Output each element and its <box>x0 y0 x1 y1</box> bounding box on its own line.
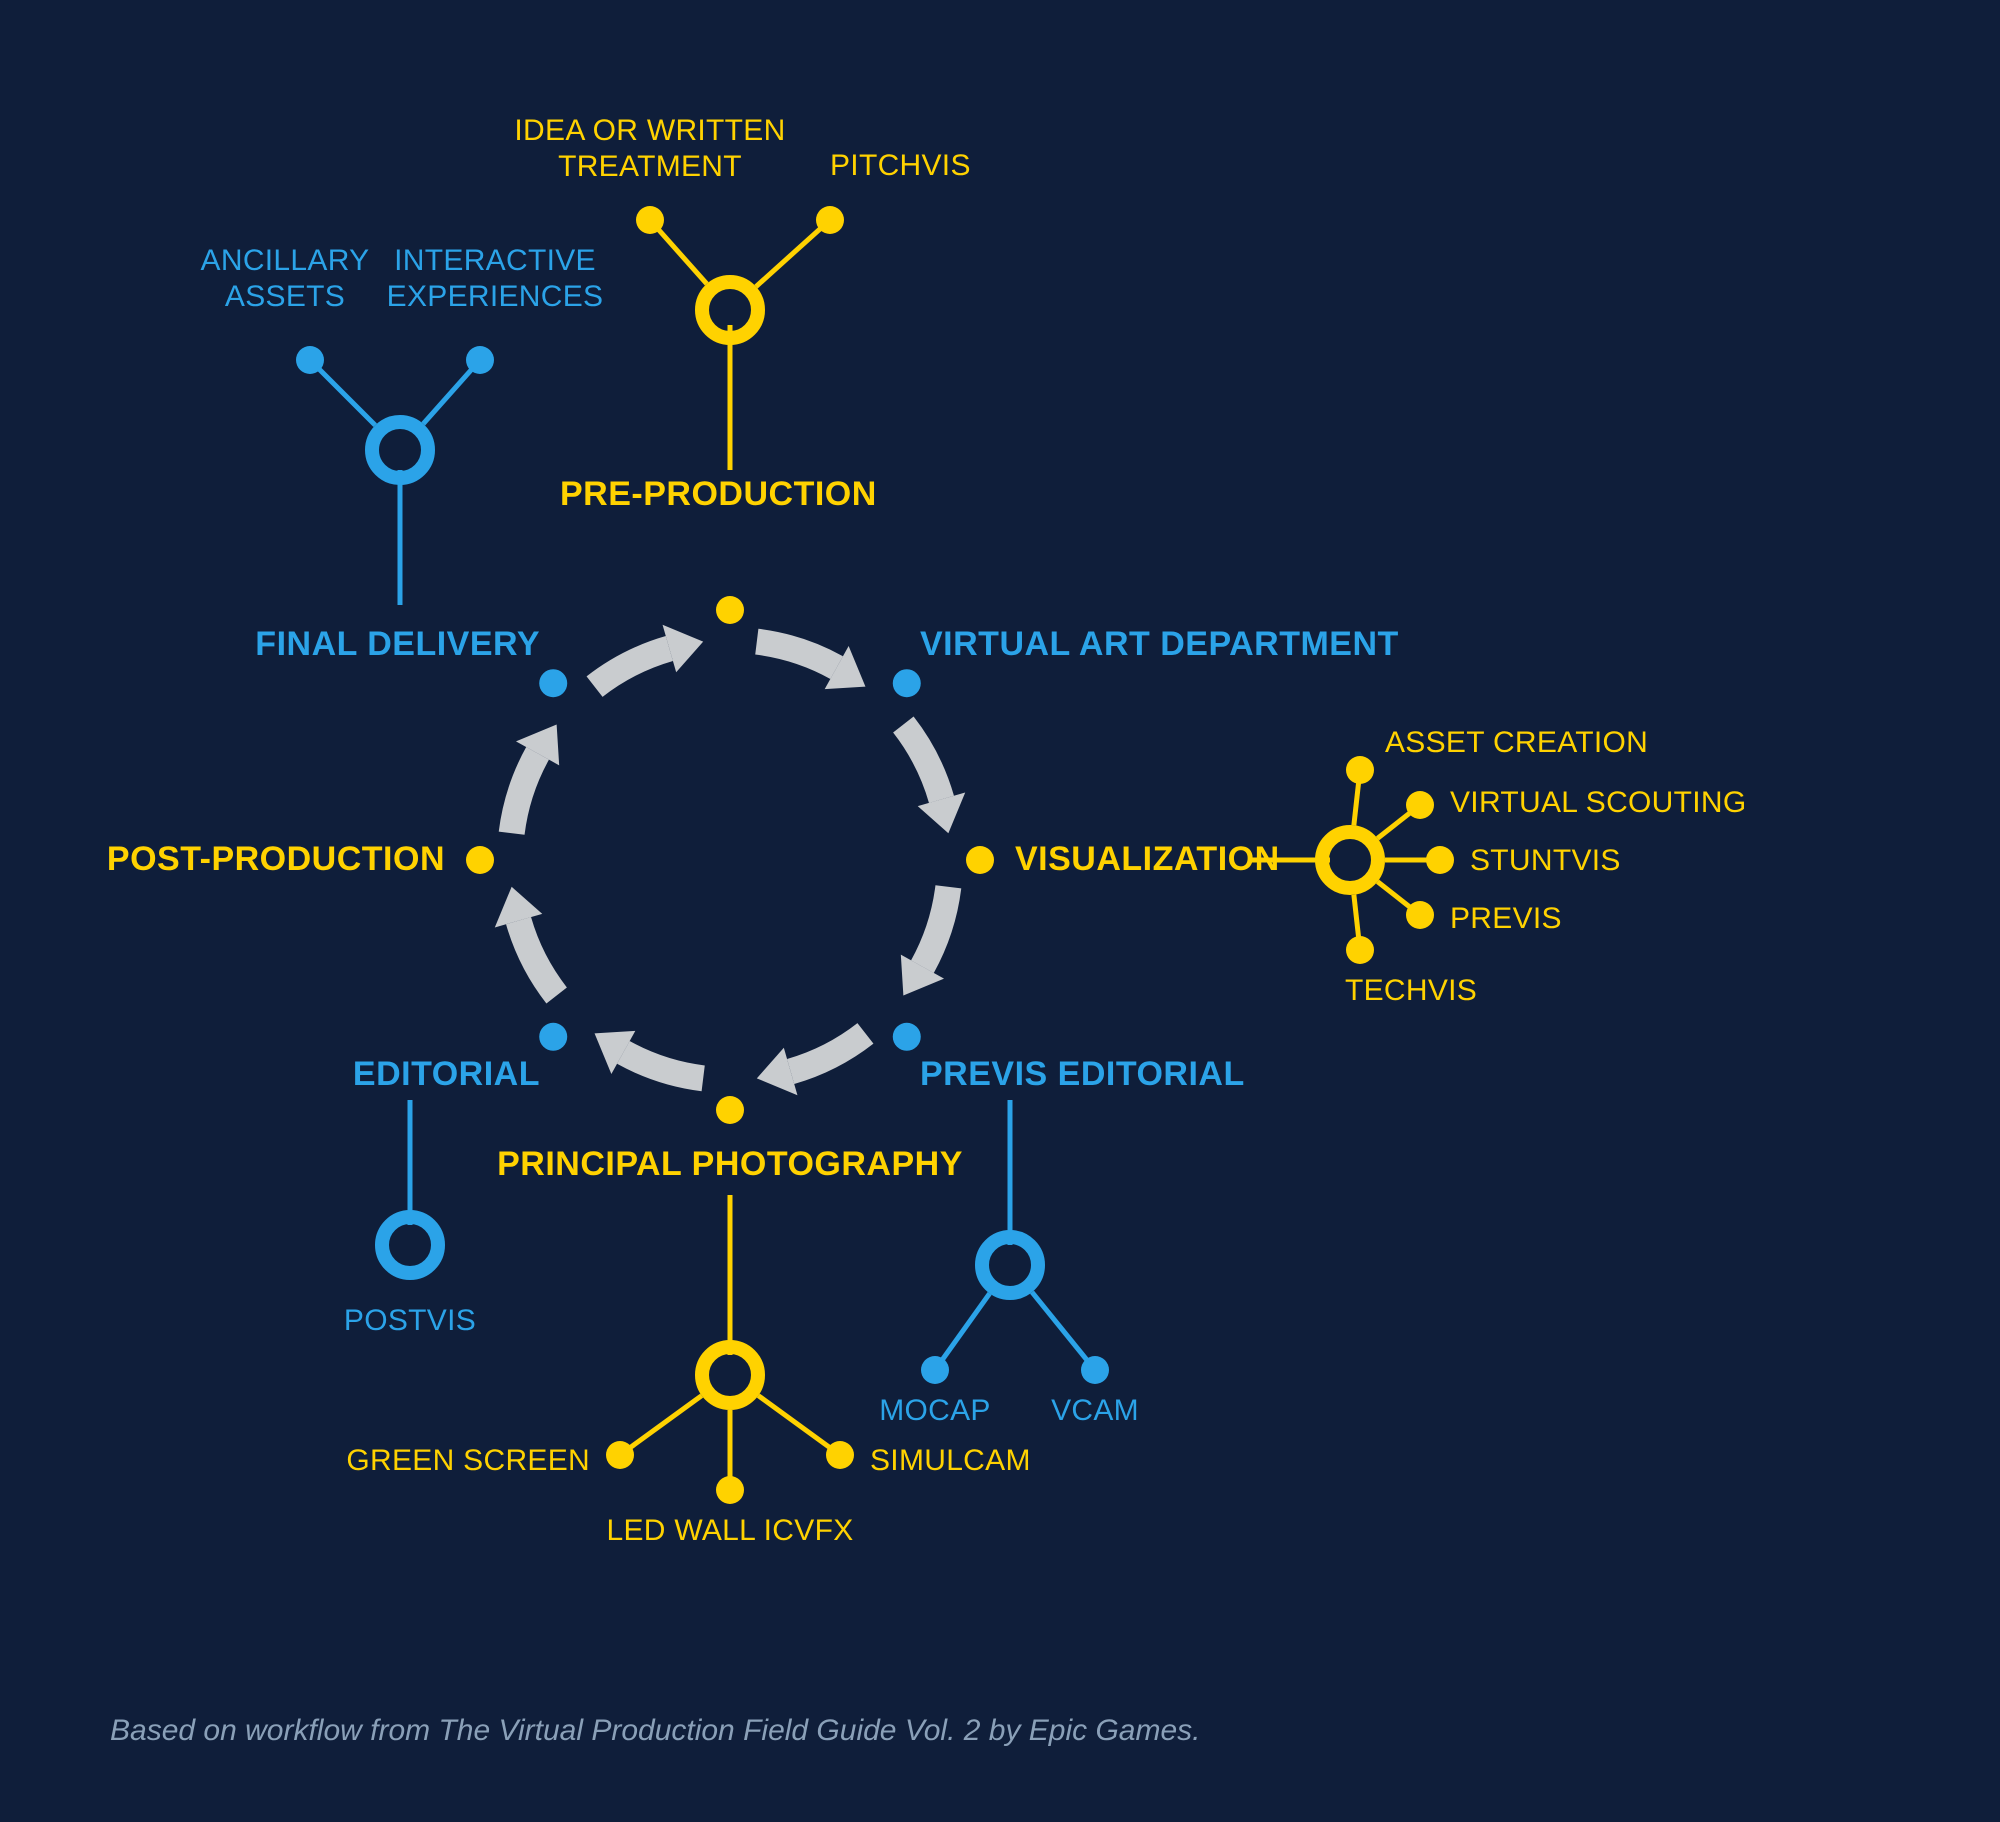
child-dot-visualization-3 <box>1406 901 1434 929</box>
child-dot-visualization-2 <box>1426 846 1454 874</box>
stage-label-post-production: POST-PRODUCTION <box>107 840 445 878</box>
child-dot-visualization-4 <box>1346 936 1374 964</box>
child-label-editorial-0: POSTVIS <box>344 1304 476 1337</box>
child-label-principal-photography-1: LED WALL ICVFX <box>606 1514 853 1547</box>
child-label-principal-photography-0: GREEN SCREEN <box>346 1444 590 1477</box>
stage-label-virtual-art-department: VIRTUAL ART DEPARTMENT <box>920 625 1399 663</box>
child-label-pre-production-1: PITCHVIS <box>830 149 971 182</box>
child-label-visualization-4: TECHVIS <box>1345 974 1477 1007</box>
stage-label-final-delivery: FINAL DELIVERY <box>255 625 540 663</box>
child-dot-principal-photography-1 <box>716 1476 744 1504</box>
child-label-visualization-3: PREVIS <box>1450 902 1562 935</box>
stage-label-pre-production: PRE-PRODUCTION <box>560 475 877 513</box>
stage-dot-visualization <box>966 846 994 874</box>
child-label-visualization-2: STUNTVIS <box>1470 844 1621 877</box>
workflow-diagram: PRE-PRODUCTION VIRTUAL ART DEPARTMENT VISU… <box>0 0 2000 1822</box>
stage-dot-editorial <box>539 1023 567 1051</box>
child-dot-pre-production-0 <box>636 206 664 234</box>
stage-dot-post-production <box>466 846 494 874</box>
child-dot-principal-photography-0 <box>606 1441 634 1469</box>
child-dot-visualization-1 <box>1406 791 1434 819</box>
child-label-previs-editorial-0: MOCAP <box>879 1394 991 1427</box>
stage-label-principal-photography: PRINCIPAL PHOTOGRAPHY <box>497 1145 963 1183</box>
child-dot-principal-photography-2 <box>826 1441 854 1469</box>
caption: Based on workflow from The Virtual Produ… <box>110 1714 1201 1747</box>
child-dot-final-delivery-0 <box>296 346 324 374</box>
stage-dot-final-delivery <box>539 669 567 697</box>
child-dot-final-delivery-1 <box>466 346 494 374</box>
stage-dot-pre-production <box>716 596 744 624</box>
child-label-visualization-0: ASSET CREATION <box>1385 726 1648 759</box>
child-dot-previs-editorial-1 <box>1081 1356 1109 1384</box>
child-label-principal-photography-2: SIMULCAM <box>870 1444 1031 1477</box>
stage-dot-previs-editorial <box>893 1023 921 1051</box>
child-dot-previs-editorial-0 <box>921 1356 949 1384</box>
stage-dot-principal-photography <box>716 1096 744 1124</box>
stage-dot-virtual-art-department <box>893 669 921 697</box>
child-label-visualization-1: VIRTUAL SCOUTING <box>1450 786 1747 819</box>
stage-label-editorial: EDITORIAL <box>353 1055 540 1093</box>
stage-label-previs-editorial: PREVIS EDITORIAL <box>920 1055 1245 1093</box>
child-label-previs-editorial-1: VCAM <box>1051 1394 1139 1427</box>
stage-label-visualization: VISUALIZATION <box>1015 840 1280 878</box>
child-dot-visualization-0 <box>1346 756 1374 784</box>
child-dot-pre-production-1 <box>816 206 844 234</box>
